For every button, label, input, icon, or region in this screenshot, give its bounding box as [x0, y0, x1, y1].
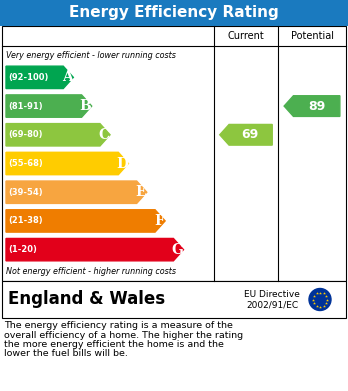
Bar — [0, 0, 348, 26]
Polygon shape — [220, 124, 272, 145]
Text: (69-80): (69-80) — [8, 130, 42, 139]
Text: Very energy efficient - lower running costs: Very energy efficient - lower running co… — [6, 52, 176, 61]
Text: C: C — [98, 128, 110, 142]
Polygon shape — [6, 181, 147, 203]
Text: the more energy efficient the home is and the: the more energy efficient the home is an… — [4, 340, 224, 349]
Text: The energy efficiency rating is a measure of the: The energy efficiency rating is a measur… — [4, 321, 233, 330]
Text: (1-20): (1-20) — [8, 245, 37, 254]
Polygon shape — [6, 124, 110, 146]
Polygon shape — [6, 152, 128, 175]
Polygon shape — [6, 66, 73, 88]
Text: B: B — [80, 99, 92, 113]
Bar — [2, 26, 346, 281]
Text: Current: Current — [228, 31, 264, 41]
Text: lower the fuel bills will be.: lower the fuel bills will be. — [4, 350, 128, 359]
Text: A: A — [62, 70, 73, 84]
Text: (39-54): (39-54) — [8, 188, 42, 197]
Text: (92-100): (92-100) — [8, 73, 48, 82]
Text: D: D — [116, 156, 128, 170]
Text: 2002/91/EC: 2002/91/EC — [246, 300, 298, 309]
Text: G: G — [172, 243, 183, 256]
Polygon shape — [6, 210, 165, 232]
Text: EU Directive: EU Directive — [244, 290, 300, 299]
Text: (21-38): (21-38) — [8, 217, 42, 226]
Bar — [2, 281, 346, 318]
Text: Energy Efficiency Rating: Energy Efficiency Rating — [69, 5, 279, 20]
Text: (55-68): (55-68) — [8, 159, 43, 168]
Text: Potential: Potential — [291, 31, 333, 41]
Text: overall efficiency of a home. The higher the rating: overall efficiency of a home. The higher… — [4, 330, 243, 339]
Polygon shape — [284, 96, 340, 117]
Text: (81-91): (81-91) — [8, 102, 42, 111]
Text: E: E — [135, 185, 146, 199]
Circle shape — [309, 289, 331, 310]
Text: Not energy efficient - higher running costs: Not energy efficient - higher running co… — [6, 267, 176, 276]
Polygon shape — [6, 239, 183, 261]
Polygon shape — [6, 95, 92, 117]
Text: 69: 69 — [242, 128, 259, 141]
Text: F: F — [154, 214, 164, 228]
Text: England & Wales: England & Wales — [8, 291, 165, 308]
Text: 89: 89 — [308, 100, 325, 113]
